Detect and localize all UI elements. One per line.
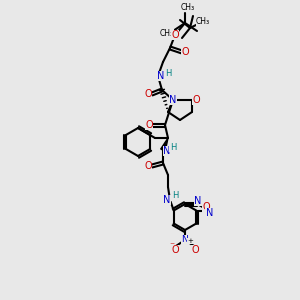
- Text: N: N: [169, 95, 177, 105]
- Text: H: H: [165, 70, 171, 79]
- Text: N: N: [182, 236, 188, 244]
- Text: O: O: [191, 245, 199, 255]
- Text: O: O: [171, 30, 179, 40]
- Text: O: O: [145, 120, 153, 130]
- Text: H: H: [172, 191, 178, 200]
- Text: N: N: [206, 208, 213, 218]
- Text: O: O: [144, 89, 152, 99]
- Text: +: +: [187, 238, 193, 244]
- Text: CH₃: CH₃: [181, 2, 195, 11]
- Text: N: N: [163, 146, 171, 156]
- Polygon shape: [161, 138, 168, 151]
- Text: CH₃: CH₃: [196, 16, 210, 26]
- Text: O: O: [144, 161, 152, 171]
- Text: O: O: [202, 202, 210, 212]
- Text: N: N: [194, 196, 202, 206]
- Text: O: O: [181, 47, 189, 57]
- Text: ⁻: ⁻: [169, 241, 175, 251]
- Text: H: H: [170, 142, 176, 152]
- Text: O: O: [192, 95, 200, 105]
- Text: O: O: [171, 245, 179, 255]
- Text: N: N: [163, 195, 171, 205]
- Text: N: N: [157, 71, 165, 81]
- Text: CH₃: CH₃: [160, 28, 174, 38]
